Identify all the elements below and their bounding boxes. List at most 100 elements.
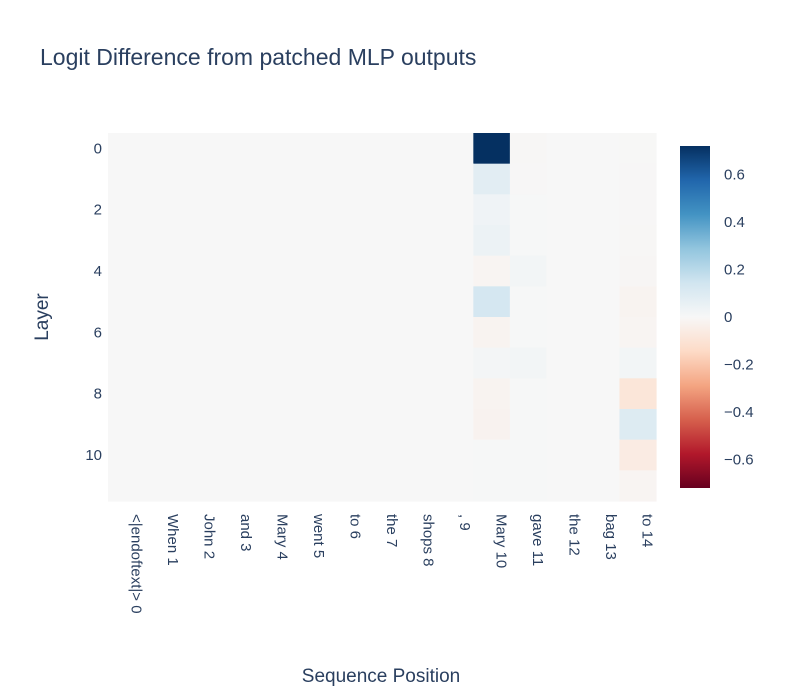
colorbar-ticks: 0.6 0.4 0.2 0 −0.2 −0.4 −0.6 bbox=[724, 167, 754, 469]
x-tick-label: gave 11 bbox=[529, 514, 546, 566]
x-tick-label: bag 13 bbox=[602, 514, 619, 560]
heatmap-cell bbox=[327, 439, 365, 471]
heatmap-cell bbox=[546, 470, 584, 502]
heatmap-cell bbox=[181, 439, 219, 471]
heatmap-cell bbox=[436, 225, 474, 257]
heatmap-cell bbox=[546, 286, 584, 318]
heatmap-cell bbox=[546, 439, 584, 471]
heatmap-cell bbox=[181, 194, 219, 226]
heatmap-cell bbox=[144, 347, 182, 379]
x-tick-label: went 5 bbox=[310, 513, 327, 558]
heatmap-cell bbox=[400, 347, 438, 379]
heatmap-cell bbox=[473, 225, 511, 257]
heatmap-cell bbox=[363, 470, 401, 502]
x-axis-ticks: <|endoftext|> 0 When 1 John 2 and 3 Mary 4 we… bbox=[127, 513, 655, 614]
heatmap-cell bbox=[290, 194, 328, 226]
heatmap-cell bbox=[217, 409, 255, 441]
chart-title: Logit Difference from patched MLP output… bbox=[40, 44, 477, 70]
heatmap-cell bbox=[546, 255, 584, 287]
x-tick-label: and 3 bbox=[237, 514, 254, 552]
heatmap-cell bbox=[290, 409, 328, 441]
heatmap-cell bbox=[509, 286, 547, 318]
heatmap-cell bbox=[619, 470, 657, 502]
x-tick-label: Mary 10 bbox=[493, 514, 510, 568]
heatmap-cell bbox=[327, 286, 365, 318]
heatmap-cell bbox=[290, 225, 328, 257]
heatmap-cell bbox=[436, 378, 474, 410]
heatmap-cell bbox=[473, 286, 511, 318]
heatmap-cell bbox=[144, 163, 182, 195]
y-axis-title: Layer bbox=[32, 293, 53, 341]
heatmap-cell bbox=[436, 347, 474, 379]
heatmap-cell bbox=[436, 194, 474, 226]
heatmap-cell bbox=[217, 225, 255, 257]
heatmap-cell bbox=[582, 225, 621, 257]
heatmap-cell bbox=[144, 133, 182, 165]
heatmap-cell bbox=[473, 317, 511, 349]
heatmap-cell bbox=[400, 255, 438, 287]
heatmap-cell bbox=[582, 194, 621, 226]
heatmap-cell bbox=[582, 409, 621, 441]
heatmap-cell bbox=[181, 470, 219, 502]
heatmap-cell bbox=[217, 255, 255, 287]
heatmap-cell bbox=[254, 347, 292, 379]
colorbar bbox=[680, 146, 710, 488]
heatmap-cell bbox=[181, 286, 219, 318]
heatmap-cell bbox=[546, 133, 584, 165]
heatmap-cell bbox=[436, 286, 474, 318]
heatmap-cell bbox=[619, 317, 657, 349]
heatmap-cell bbox=[290, 317, 328, 349]
heatmap-cell bbox=[509, 409, 547, 441]
heatmap-cell bbox=[546, 163, 584, 195]
heatmap-cell bbox=[619, 194, 657, 226]
heatmap-cell bbox=[400, 317, 438, 349]
heatmap-cell bbox=[254, 225, 292, 257]
heatmap-cell bbox=[509, 378, 547, 410]
heatmap-cell bbox=[254, 470, 292, 502]
heatmap-cell bbox=[217, 378, 255, 410]
heatmap-cell bbox=[400, 133, 438, 165]
heatmap-cell bbox=[181, 317, 219, 349]
heatmap-cell bbox=[254, 133, 292, 165]
heatmap-cell bbox=[217, 347, 255, 379]
heatmap-cells bbox=[108, 133, 657, 502]
heatmap-cell bbox=[363, 378, 401, 410]
heatmap-cell bbox=[546, 317, 584, 349]
heatmap-cell bbox=[108, 255, 146, 287]
heatmap-cell bbox=[217, 163, 255, 195]
heatmap-cell bbox=[509, 225, 547, 257]
heatmap-cell bbox=[217, 439, 255, 471]
heatmap-cell bbox=[108, 378, 146, 410]
heatmap-cell bbox=[327, 194, 365, 226]
y-tick-label: 8 bbox=[94, 386, 102, 403]
heatmap-cell bbox=[217, 317, 255, 349]
heatmap-cell bbox=[546, 409, 584, 441]
heatmap-cell bbox=[181, 163, 219, 195]
heatmap-cell bbox=[509, 347, 547, 379]
y-tick-label: 10 bbox=[85, 447, 102, 464]
heatmap-cell bbox=[473, 255, 511, 287]
heatmap-cell bbox=[144, 439, 182, 471]
y-tick-label: 0 bbox=[94, 140, 102, 157]
heatmap-cell bbox=[144, 317, 182, 349]
heatmap-cell bbox=[546, 194, 584, 226]
heatmap-cell bbox=[144, 286, 182, 318]
heatmap-cell bbox=[327, 347, 365, 379]
heatmap-cell bbox=[619, 255, 657, 287]
heatmap-cell bbox=[582, 378, 621, 410]
colorbar-tick-label: −0.4 bbox=[724, 404, 754, 421]
colorbar-tick-label: 0.2 bbox=[724, 262, 745, 279]
heatmap-cell bbox=[400, 470, 438, 502]
x-tick-label: to 14 bbox=[639, 514, 656, 547]
heatmap-cell bbox=[582, 163, 621, 195]
heatmap-cell bbox=[290, 470, 328, 502]
heatmap-cell bbox=[363, 194, 401, 226]
heatmap-cell bbox=[473, 409, 511, 441]
x-tick-label: Mary 4 bbox=[273, 514, 290, 560]
heatmap-cell bbox=[181, 347, 219, 379]
heatmap-cell bbox=[363, 163, 401, 195]
heatmap-cell bbox=[436, 439, 474, 471]
x-tick-label: shops 8 bbox=[420, 514, 437, 567]
heatmap-cell bbox=[363, 317, 401, 349]
heatmap-cell bbox=[327, 378, 365, 410]
